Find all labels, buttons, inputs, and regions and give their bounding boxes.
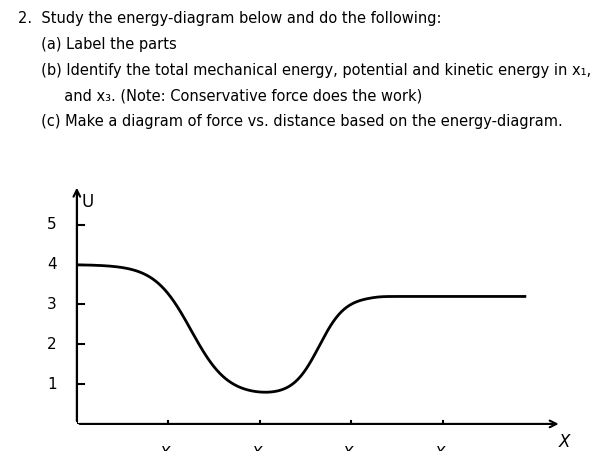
Text: X₁: X₁ bbox=[160, 446, 177, 451]
Text: X₃: X₃ bbox=[343, 446, 359, 451]
Text: 2: 2 bbox=[47, 337, 57, 352]
Text: U: U bbox=[82, 193, 93, 211]
Text: 3: 3 bbox=[47, 297, 57, 312]
Text: (a) Label the parts: (a) Label the parts bbox=[18, 37, 177, 52]
Text: X₄: X₄ bbox=[434, 446, 451, 451]
Text: (b) Identify the total mechanical energy, potential and kinetic energy in x₁, x₂: (b) Identify the total mechanical energy… bbox=[18, 63, 591, 78]
Text: 2.  Study the energy-diagram below and do the following:: 2. Study the energy-diagram below and do… bbox=[18, 11, 441, 26]
Text: 1: 1 bbox=[47, 377, 57, 391]
Text: X: X bbox=[559, 433, 570, 451]
Text: (c) Make a diagram of force vs. distance based on the energy-diagram.: (c) Make a diagram of force vs. distance… bbox=[18, 114, 563, 129]
Text: 4: 4 bbox=[47, 257, 57, 272]
Text: X₂: X₂ bbox=[251, 446, 268, 451]
Text: 5: 5 bbox=[47, 217, 57, 232]
Text: and x₃. (Note: Conservative force does the work): and x₃. (Note: Conservative force does t… bbox=[18, 88, 422, 103]
